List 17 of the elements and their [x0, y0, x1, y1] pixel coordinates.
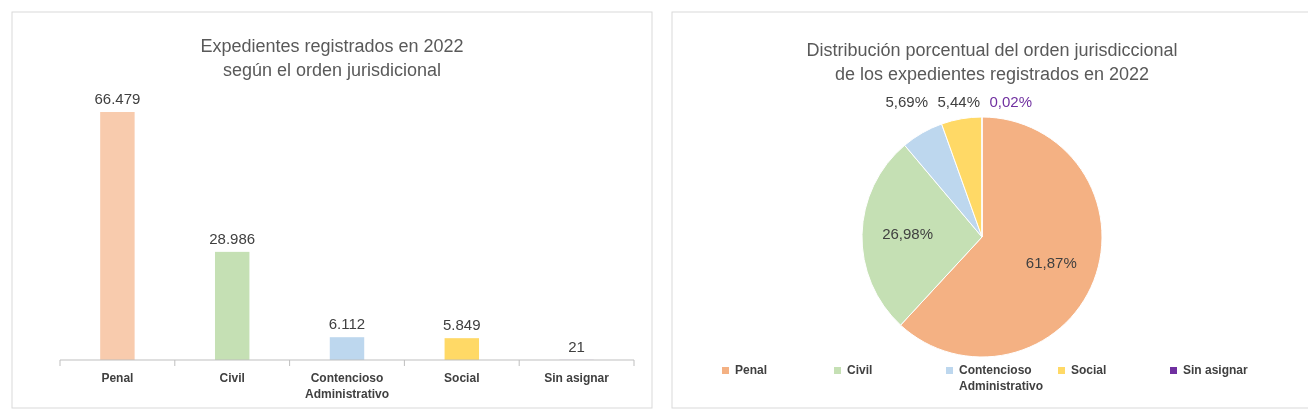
- data-label: 5,69%: [885, 92, 928, 110]
- data-label: 28.986: [209, 229, 256, 247]
- data-label: 0,02%: [989, 92, 1032, 110]
- x-tick-label: Social: [444, 371, 480, 385]
- data-label: 61,87%: [1025, 254, 1077, 272]
- x-tick-label: Penal: [101, 371, 134, 385]
- x-tick-label: Sin asignar: [544, 371, 610, 385]
- x-tick-label: Contencioso Administrativo: [304, 371, 390, 401]
- data-label: 26,98%: [882, 225, 934, 243]
- chart-title: Distribución porcentual del orden jurisdiccional de los expedientes registrados en 2022: [806, 40, 1178, 84]
- data-label: 6.112: [328, 315, 366, 333]
- data-label: 21: [568, 337, 585, 355]
- data-label: 66.479: [94, 90, 141, 107]
- chart-title: Expedientes registrados en 2022 según el orden jurisdicional: [200, 36, 464, 80]
- data-label: 5,44%: [937, 92, 980, 110]
- data-label: 5.849: [443, 316, 481, 334]
- x-tick-label: Civil: [219, 371, 245, 385]
